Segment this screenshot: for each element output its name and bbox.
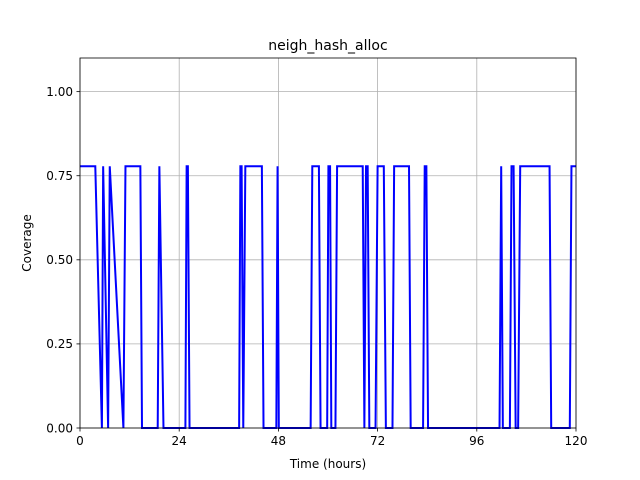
coverage-series-line [80,165,576,429]
y-tick-label: 0.75 [46,169,73,183]
x-axis-label: Time (hours) [289,457,366,471]
y-tick-label: 0.00 [46,421,73,435]
x-axis-ticks: 0 24 48 72 96 120 [76,428,587,448]
y-tick-label: 0.25 [46,337,73,351]
y-axis-ticks: 0.00 0.25 0.50 0.75 1.00 [46,85,80,435]
series-layer [80,165,576,429]
chart-title: neigh_hash_alloc [268,38,387,54]
y-axis-label: Coverage [20,214,34,272]
x-tick-label: 24 [172,434,187,448]
y-tick-label: 1.00 [46,85,73,99]
plot-frame [79,57,577,429]
x-tick-label: 120 [565,434,588,448]
x-tick-label: 48 [271,434,286,448]
x-tick-label: 0 [76,434,84,448]
x-tick-label: 96 [469,434,484,448]
y-tick-label: 0.50 [46,253,73,267]
x-tick-label: 72 [370,434,385,448]
